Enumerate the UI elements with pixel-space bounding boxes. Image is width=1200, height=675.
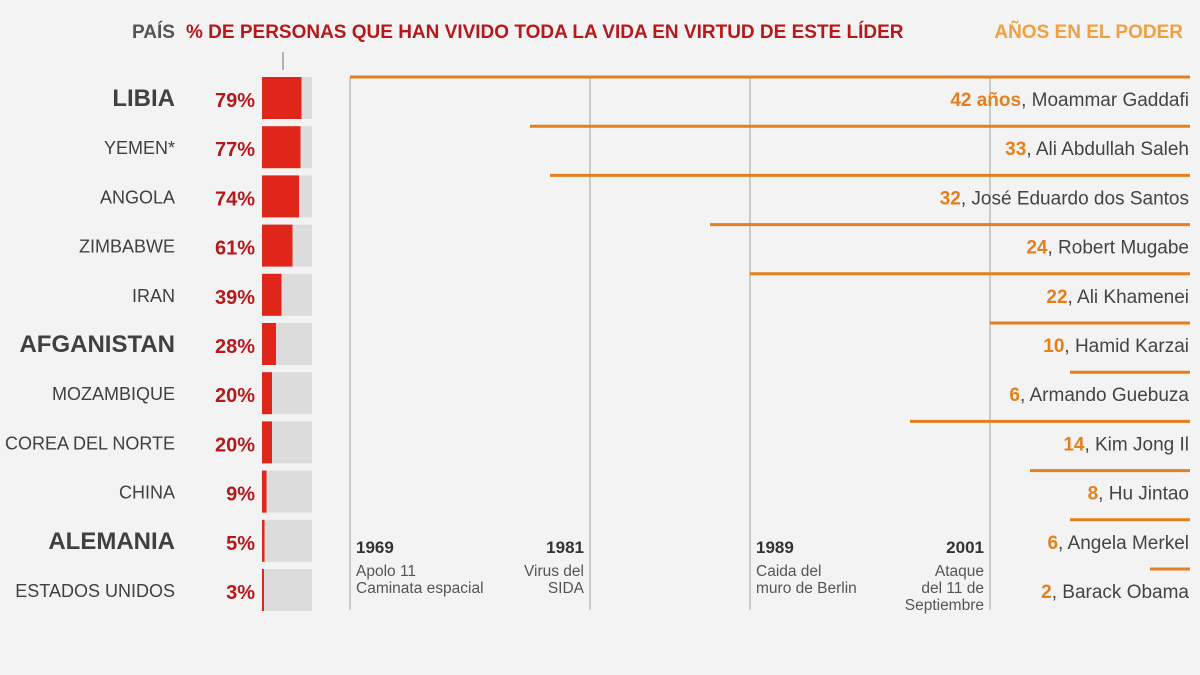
leader-name: , Armando Guebuza <box>1020 385 1189 406</box>
country-label: CHINA <box>119 483 175 503</box>
percent-bar <box>262 569 264 611</box>
years-in-power-label: 24 <box>1026 238 1048 259</box>
timeline-event-label: Caida del <box>756 563 822 580</box>
years-in-power-label: 33 <box>1005 139 1026 160</box>
leader-label: 6, Armando Guebuza <box>1009 385 1189 406</box>
country-label: ALEMANIA <box>48 528 175 555</box>
percent-label: 61% <box>215 238 255 260</box>
chart-rows: LIBIA 79% 42 años, Moammar Gaddafi YEMEN* 77… <box>5 75 1190 611</box>
years-in-power-label: 10 <box>1043 336 1064 357</box>
percent-column-header: % DE PERSONAS QUE HAN VIVIDO TODA LA VID… <box>186 21 904 43</box>
country-label: YEMEN* <box>104 138 175 158</box>
country-label: IRAN <box>132 286 175 306</box>
percent-bar <box>262 224 293 267</box>
leader-name: , José Eduardo dos Santos <box>961 188 1189 209</box>
years-in-power-label: 2 <box>1041 582 1052 603</box>
percent-label: 5% <box>226 533 255 555</box>
percent-label: 28% <box>215 336 255 358</box>
timeline-event-label: Apolo 11 <box>356 563 416 580</box>
leader-label: 32, José Eduardo dos Santos <box>940 188 1189 209</box>
percent-bar <box>262 519 265 562</box>
percent-bar <box>262 273 282 316</box>
years-in-power-label: 14 <box>1063 434 1085 455</box>
timeline-grid <box>282 52 991 610</box>
leader-label: 8, Hu Jintao <box>1088 484 1189 505</box>
timeline-event-year: 2001 <box>946 538 984 557</box>
years-in-power-label: 8 <box>1088 484 1099 505</box>
timeline-event-label: del 11 de <box>921 580 984 597</box>
years-column-header: AÑOS EN EL PODER <box>994 21 1183 43</box>
percent-label: 39% <box>215 287 255 309</box>
percent-bar <box>262 175 299 218</box>
leader-label: 42 años, Moammar Gaddafi <box>950 90 1189 111</box>
leader-name: , Barack Obama <box>1052 582 1190 603</box>
leader-name: , Hu Jintao <box>1098 484 1189 505</box>
timeline-event-label: Caminata espacial <box>356 580 484 597</box>
country-label: COREA DEL NORTE <box>5 433 175 453</box>
timeline-event-label: Septiembre <box>905 597 984 614</box>
percent-label: 77% <box>215 139 255 161</box>
timeline-event-year: 1981 <box>546 538 584 557</box>
leader-name: , Robert Mugabe <box>1047 238 1189 259</box>
leader-label: 6, Angela Merkel <box>1047 533 1189 554</box>
leader-label: 22, Ali Khamenei <box>1046 287 1189 308</box>
leader-name: , Angela Merkel <box>1058 533 1189 554</box>
timeline-event-label: SIDA <box>548 580 585 597</box>
leader-label: 2, Barack Obama <box>1041 582 1189 603</box>
country-column-header: PAÍS <box>132 21 175 43</box>
percent-bar-track <box>262 519 312 562</box>
leader-name: , Ali Abdullah Saleh <box>1026 139 1189 160</box>
percent-label: 9% <box>226 484 255 506</box>
leader-name: , Hamid Karzai <box>1064 336 1189 357</box>
percent-bar <box>262 126 301 169</box>
country-label: ESTADOS UNIDOS <box>15 581 175 601</box>
country-label: ANGOLA <box>100 187 175 207</box>
percent-bar <box>262 77 302 119</box>
percent-bar <box>262 323 276 365</box>
leader-label: 33, Ali Abdullah Saleh <box>1005 139 1189 160</box>
percent-bar-track <box>262 569 312 611</box>
leader-label: 10, Hamid Karzai <box>1043 336 1189 357</box>
percent-label: 20% <box>215 385 255 407</box>
leader-name: , Kim Jong Il <box>1084 434 1189 455</box>
years-in-power-label: 22 <box>1046 287 1067 308</box>
years-in-power-label: 6 <box>1009 385 1020 406</box>
leader-name: , Ali Khamenei <box>1068 287 1189 308</box>
timeline-event-year: 1969 <box>356 538 394 557</box>
percent-label: 79% <box>215 90 255 112</box>
timeline-event-label: muro de Berlin <box>756 580 857 597</box>
percent-label: 74% <box>215 188 255 210</box>
percent-label: 3% <box>226 582 255 604</box>
percent-bar <box>262 372 272 415</box>
leader-label: 24, Robert Mugabe <box>1026 238 1189 259</box>
percent-bar <box>262 421 272 464</box>
years-in-power-label: 6 <box>1047 533 1058 554</box>
percent-label: 20% <box>215 434 255 456</box>
leader-label: 14, Kim Jong Il <box>1063 434 1189 455</box>
timeline-event-year: 1989 <box>756 538 794 557</box>
percent-bar <box>262 470 267 513</box>
years-in-power-label: 32 <box>940 188 961 209</box>
country-label: ZIMBABWE <box>79 237 175 257</box>
timeline-event-label: Ataque <box>935 563 984 580</box>
timeline-event-label: Virus del <box>524 563 584 580</box>
years-in-power-label: 42 años <box>950 90 1021 111</box>
percent-bar-track <box>262 470 312 513</box>
country-label: LIBIA <box>112 85 175 112</box>
leader-name: , Moammar Gaddafi <box>1021 90 1189 111</box>
country-label: AFGANISTAN <box>19 331 175 358</box>
country-label: MOZAMBIQUE <box>52 384 175 404</box>
